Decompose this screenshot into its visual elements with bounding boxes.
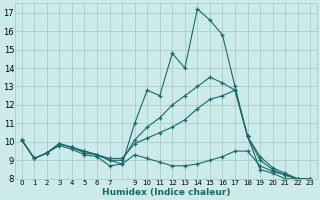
X-axis label: Humidex (Indice chaleur): Humidex (Indice chaleur) bbox=[102, 188, 230, 197]
